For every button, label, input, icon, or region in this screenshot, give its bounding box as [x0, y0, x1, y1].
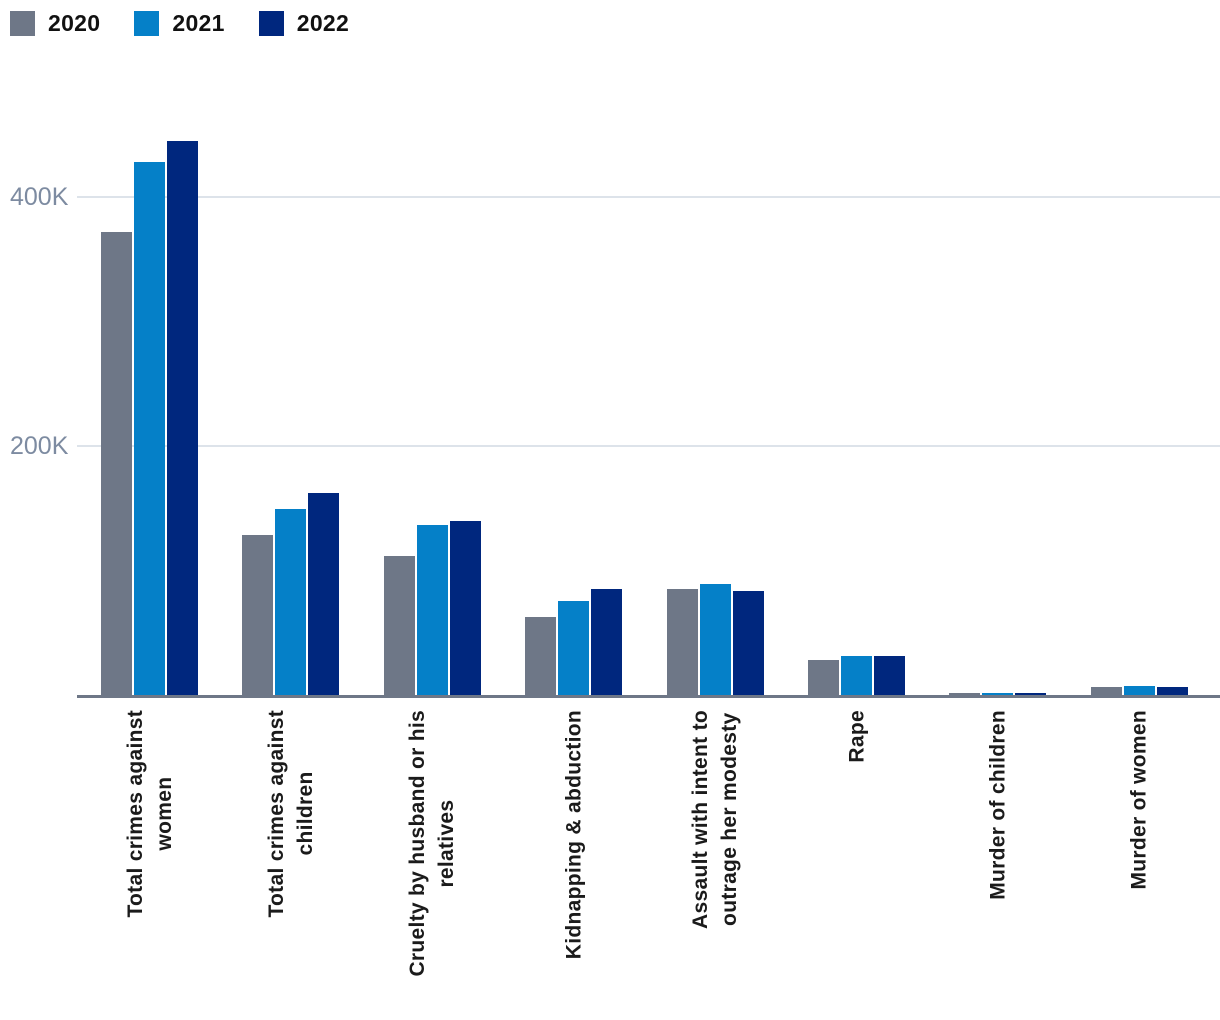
legend-item-2020: 2020 — [10, 10, 100, 37]
x-axis-label: Total crimes against women — [123, 710, 176, 918]
bar-2022-category-0 — [167, 141, 198, 695]
x-axis-label: Murder of women — [1127, 710, 1151, 890]
bar-2022-category-5 — [874, 656, 905, 695]
bar-2022-category-7 — [1157, 687, 1188, 695]
bar-2022-category-3 — [591, 589, 622, 695]
legend-label: 2021 — [172, 10, 225, 36]
x-axis-label: Rape — [845, 710, 868, 763]
bar-2020-category-3 — [525, 617, 556, 695]
x-axis-label: Cruelty by husband or his relatives — [406, 710, 459, 977]
bar-2022-category-4 — [733, 591, 764, 695]
gridline-200K — [77, 445, 1220, 447]
bar-2020-category-4 — [667, 589, 698, 695]
bar-2021-category-0 — [134, 162, 165, 695]
gridline-400K — [77, 196, 1220, 198]
bar-2020-category-2 — [384, 556, 415, 695]
bar-2021-category-1 — [275, 509, 306, 695]
bar-2021-category-6 — [982, 693, 1013, 695]
bar-2021-category-4 — [700, 584, 731, 695]
x-axis-label: Assault with intent to outrage her modes… — [689, 710, 742, 929]
bar-2020-category-6 — [949, 693, 980, 695]
x-axis-line — [77, 695, 1220, 698]
x-axis-label: Murder of children — [986, 710, 1010, 900]
legend-swatch-2022 — [258, 11, 284, 36]
x-axis-label: Kidnapping & abduction — [562, 710, 586, 960]
y-axis-tick-label: 400K — [10, 183, 69, 211]
bar-2022-category-6 — [1015, 693, 1046, 695]
bar-2022-category-2 — [450, 521, 481, 695]
chart-legend: 2020 2021 2022 — [10, 10, 349, 37]
legend-swatch-2021 — [134, 11, 160, 36]
bar-2020-category-7 — [1091, 687, 1122, 695]
legend-item-2022: 2022 — [258, 10, 350, 37]
x-axis-label: Total crimes against children — [264, 710, 317, 918]
bar-2021-category-7 — [1124, 686, 1155, 695]
bar-2022-category-1 — [308, 493, 339, 695]
bar-2021-category-5 — [841, 656, 872, 695]
legend-label: 2020 — [48, 10, 101, 36]
bar-2020-category-5 — [808, 660, 839, 695]
legend-item-2021: 2021 — [134, 10, 224, 37]
y-axis-tick-label: 200K — [10, 432, 69, 460]
bar-2020-category-0 — [101, 232, 132, 695]
bar-2021-category-2 — [417, 525, 448, 695]
legend-swatch-2020 — [10, 11, 35, 36]
legend-label: 2022 — [296, 10, 350, 36]
bar-2020-category-1 — [242, 535, 273, 695]
bar-2021-category-3 — [558, 601, 589, 695]
